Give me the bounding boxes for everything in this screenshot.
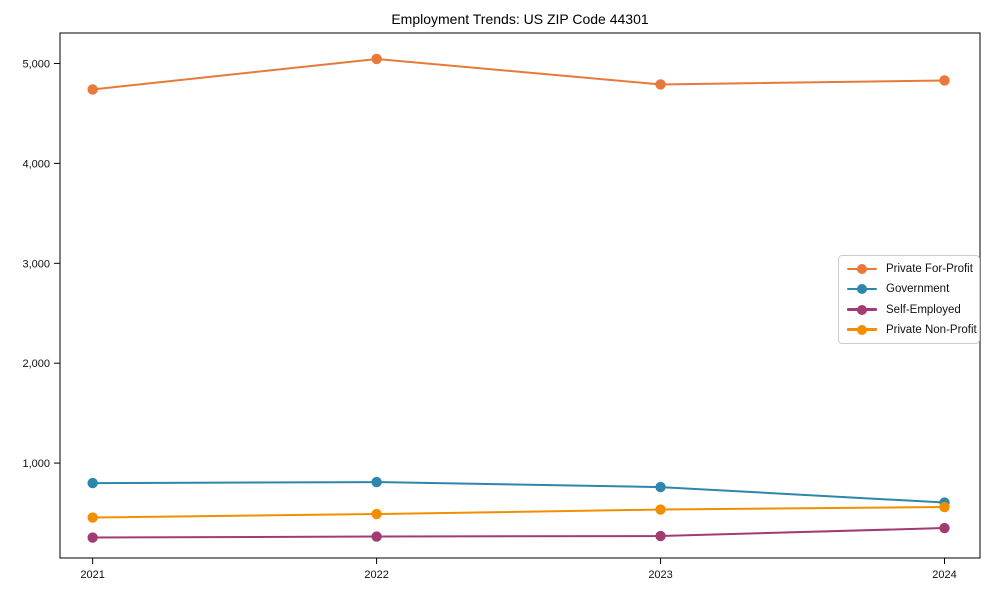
- data-point-self-employed-2023: [655, 530, 666, 542]
- series-line-self-employed: [91, 527, 946, 539]
- legend-marker-icon: [847, 324, 877, 335]
- data-point-self-employed-2024: [939, 522, 950, 534]
- legend-item-government: Government: [847, 279, 975, 299]
- data-point-government-2022: [371, 476, 382, 488]
- legend-label: Private Non-Profit: [886, 323, 977, 336]
- data-point-private-for-profit-2024: [939, 75, 950, 86]
- legend-label: Government: [886, 283, 950, 296]
- data-point-private-non-profit-2024: [939, 501, 950, 513]
- plot-border: [59, 32, 981, 559]
- data-point-private-for-profit-2022: [371, 53, 382, 65]
- y-tick-label: 2,000: [22, 358, 50, 370]
- y-tick-label: 5,000: [22, 58, 50, 70]
- x-tick-label: 2021: [80, 569, 104, 581]
- data-point-government-2021: [87, 477, 98, 489]
- legend-label: Self-Employed: [886, 303, 961, 316]
- y-tick-label: 4,000: [22, 158, 50, 170]
- x-tick-label: 2022: [364, 569, 388, 581]
- data-point-government-2023: [655, 481, 666, 493]
- data-point-self-employed-2022: [371, 531, 382, 542]
- data-point-self-employed-2021: [87, 532, 98, 543]
- legend-item-private-non-profit: Private Non-Profit: [847, 320, 977, 340]
- series-line-government: [91, 481, 946, 504]
- y-tick-label: 1,000: [22, 458, 50, 470]
- legend-item-self-employed: Self-Employed: [847, 300, 975, 320]
- data-point-private-non-profit-2022: [371, 508, 382, 520]
- legend-marker-icon: [847, 284, 877, 295]
- legend-marker-icon: [847, 304, 877, 315]
- x-tick-label: 2023: [648, 569, 672, 581]
- chart-legend: Private For-Profit Government Self-Employe…: [838, 255, 980, 344]
- series-line-private-for-profit: [91, 57, 946, 91]
- series-line-private-non-profit: [91, 506, 946, 519]
- data-point-private-non-profit-2021: [87, 512, 98, 523]
- legend-item-private-for-profit: Private For-Profit: [847, 259, 975, 279]
- y-tick-label: 3,000: [22, 258, 50, 270]
- data-point-private-for-profit-2021: [87, 84, 98, 95]
- data-point-private-for-profit-2023: [655, 79, 666, 90]
- legend-marker-icon: [847, 264, 877, 275]
- x-tick-label: 2024: [932, 569, 956, 581]
- legend-label: Private For-Profit: [886, 263, 973, 276]
- chart-title: Employment Trends: US ZIP Code 44301: [391, 11, 649, 27]
- data-point-private-non-profit-2023: [655, 504, 666, 515]
